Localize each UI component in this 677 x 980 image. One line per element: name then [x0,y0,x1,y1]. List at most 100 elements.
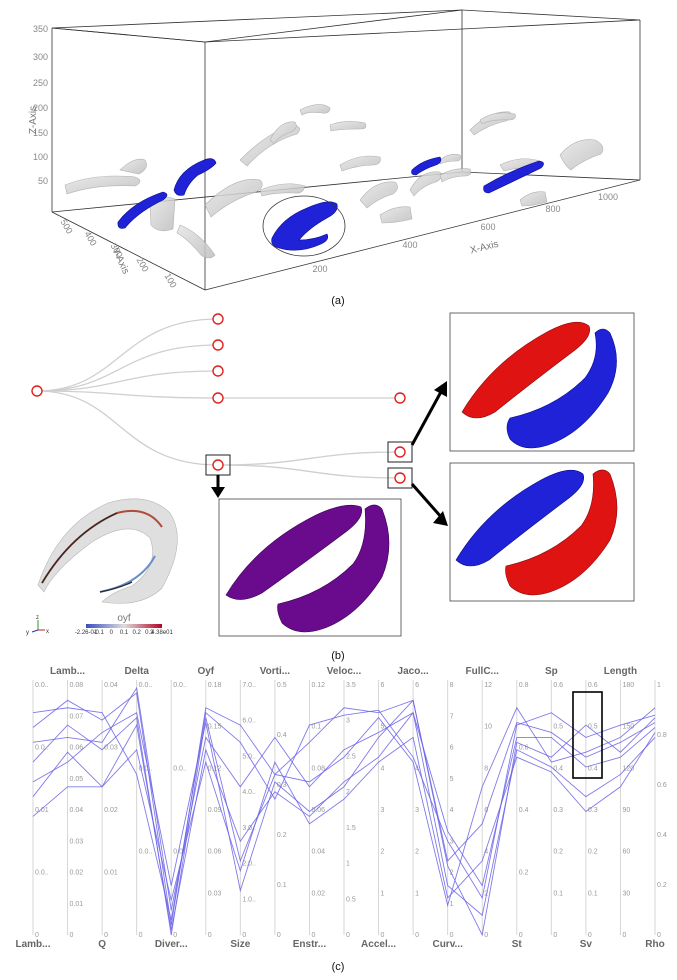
pc-tick-label: 1 [346,861,350,868]
blue-features [117,156,544,251]
pc-tick-label: 4 [415,765,419,772]
y-tick-label: 500 [59,217,75,235]
pc-tick-label: 3.5 [346,682,356,689]
pc-tick-label: 0.1 [588,890,598,897]
pc-tick-label: 0.0.. [173,849,187,856]
pc-tick-label: 0.0.. [139,765,153,772]
x-tick-label: 800 [545,204,560,214]
pc-tick-label: 8 [484,765,488,772]
pc-bottom-label: Rho [645,939,664,950]
orient-x: x [46,629,49,635]
pc-tick-label: 2 [484,890,488,897]
z-tick-label: 200 [33,103,48,113]
z-tick-label: 350 [33,24,48,34]
pc-tick-label: 3 [415,807,419,814]
pc-tick-label: 1 [415,890,419,897]
arrows [211,381,448,526]
pc-tick-label: 0.15 [208,724,222,731]
pc-tick-label: 0.07 [70,713,84,720]
pc-tick-label: 30 [622,890,630,897]
pc-tick-label: 0.02 [70,870,84,877]
pc-top-label: Oyf [197,666,214,677]
tree-node-selected[interactable] [394,446,406,458]
pc-tick-label: 0.3 [553,807,563,814]
pc-polyline[interactable] [32,707,656,921]
pc-tick-label: 0 [311,932,315,939]
pc-tick-label: 8 [450,682,454,689]
pc-tick-label: 1 [381,890,385,897]
pc-tick-label: 6 [415,682,419,689]
pc-tick-label: 0.0.. [35,870,49,877]
z-tick-label: 50 [38,176,48,186]
pc-tick-label: 0.3 [588,807,598,814]
x-tick-label: 400 [402,240,417,250]
pc-tick-label: 0 [35,932,39,939]
pc-tick-label: 3 [381,807,385,814]
pc-tick-label: 6 [484,807,488,814]
brush-selection-box[interactable] [572,691,603,779]
tree-node[interactable] [212,365,224,377]
pc-tick-label: 0 [104,932,108,939]
tree-node[interactable] [212,313,224,325]
pc-tick-label: 0.04 [70,807,84,814]
y-tick-label: 100 [163,271,179,289]
tree-node-root[interactable] [31,385,43,397]
pc-tick-label: 0.02 [104,807,118,814]
x-axis: 200 400 600 800 1000 X-Axis [312,192,618,274]
highlight-circle [262,195,346,257]
pc-tick-label: 0.0.. [173,682,187,689]
tree-node[interactable] [212,392,224,404]
pc-tick-label: 6.0.. [242,718,256,725]
pc-bottom-label: Q [98,939,106,950]
x-tick-label: 600 [480,222,495,232]
pc-polyline[interactable] [32,692,656,926]
pc-polyline[interactable] [32,686,656,911]
pc-tick-label: 0.4 [588,765,598,772]
orient-z: z [36,615,39,621]
pc-polyline[interactable] [32,699,656,937]
pc-tick-label: 0.6 [553,682,563,689]
pc-tick-label: 0 [657,932,661,939]
tree-node[interactable] [394,392,406,404]
orientation-axes: y z x [26,615,49,636]
pc-tick-label: 7.0.. [242,682,256,689]
pc-tick-label: 0.05 [70,776,84,783]
ghost-features [64,104,604,259]
pc-tick-label: 4.0.. [242,789,256,796]
pc-tick-label: 4 [450,807,454,814]
caption-b: (b) [331,650,344,662]
pc-top-label: Delta [124,666,149,677]
render-bottom-right [449,462,635,602]
colorbar-tick: 0.2 [132,630,141,636]
pc-tick-label: 0 [277,932,281,939]
pc-tick-label: 180 [622,682,634,689]
pc-polyline[interactable] [32,711,656,931]
pc-tick-label: 0.1 [311,724,321,731]
tree-node-selected[interactable] [212,459,224,471]
colorbar-tick: 0.3 [145,630,154,636]
pc-top-label: Jaco... [398,666,429,677]
pc-tick-label: 0 [139,932,143,939]
pc-tick-label: 0.5 [346,896,356,903]
pc-tick-label: 5 [381,724,385,731]
pc-polyline[interactable] [32,706,656,936]
pc-tick-label: 0 [519,932,523,939]
pc-tick-label: 0 [484,932,488,939]
pc-tick-label: 0.0.. [139,849,153,856]
tree-node-selected[interactable] [394,472,406,484]
pc-tick-label: 0.04 [311,849,325,856]
colorbar [86,624,162,628]
pc-tick-label: 0.0.. [35,745,49,752]
colorbar-tick: 4.38e01 [151,630,173,636]
pc-tick-label: 0 [173,932,177,939]
pc-tick-label: 6 [450,745,454,752]
caption-c: (c) [332,961,345,973]
pc-top-label: Length [604,666,637,677]
pc-tick-label: 0.08 [70,682,84,689]
tree-node[interactable] [212,339,224,351]
pc-tick-label: 0 [415,932,419,939]
pc-polyline[interactable] [32,732,656,901]
pc-tick-label: 0.01 [104,870,118,877]
pc-tick-label: 0.6 [519,745,529,752]
